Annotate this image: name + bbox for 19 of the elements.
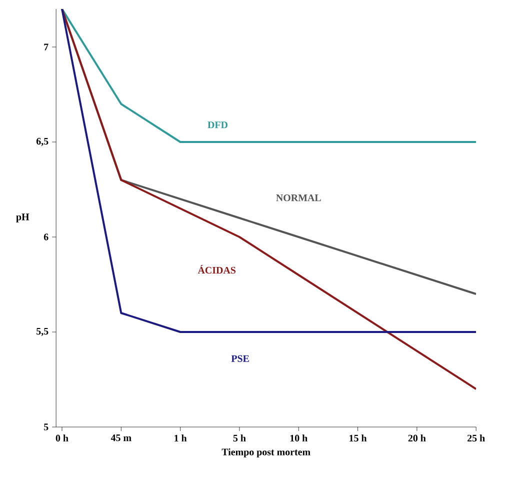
x-tick-label: 5 h: [233, 434, 246, 442]
x-tick-label: 10 h: [290, 434, 308, 442]
x-tick-label: 1 h: [174, 434, 187, 442]
y-tick-label: 6,5: [36, 138, 48, 146]
x-tick-label: 25 h: [468, 434, 485, 442]
y-axis-title: pH: [16, 214, 30, 222]
y-tick-label: 6: [44, 234, 48, 240]
y-tick-label: 5,5: [36, 328, 48, 336]
x-tick-label: 0 h: [56, 434, 68, 442]
y-tick-label: 5: [44, 424, 48, 430]
x-tick-label: 20 h: [408, 434, 426, 442]
y-tick-label: 7: [44, 44, 48, 50]
series-label: DFD: [208, 122, 228, 128]
text: ÁCIDAS: [198, 264, 236, 274]
x-tick-label: 15 h: [350, 434, 367, 442]
text: PSE: [231, 355, 249, 362]
x-tick-label: 45 m: [110, 434, 132, 442]
x-axis-title: Tiempo post mortem: [222, 448, 310, 458]
text: NORMAL: [276, 194, 321, 202]
